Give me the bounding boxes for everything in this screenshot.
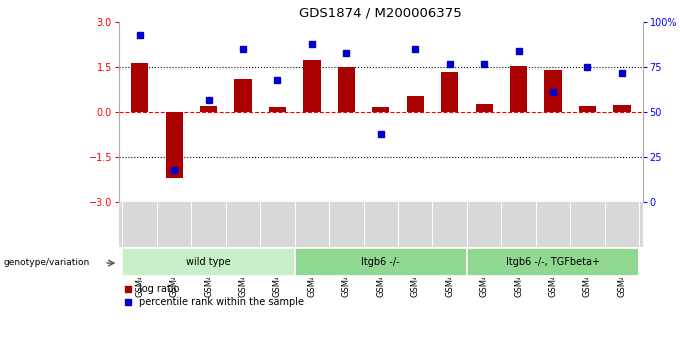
Title: GDS1874 / M200006375: GDS1874 / M200006375 [299,7,462,20]
Text: Itgb6 -/-, TGFbeta+: Itgb6 -/-, TGFbeta+ [506,257,600,267]
Bar [165,112,183,178]
Bar [613,105,630,112]
Bar [545,70,562,112]
Text: wild type: wild type [186,257,231,267]
Bar [131,63,148,112]
Bar [338,67,355,112]
Bar [303,60,320,112]
Text: genotype/variation: genotype/variation [3,258,90,267]
Legend: log ratio, percentile rank within the sample: log ratio, percentile rank within the sa… [124,284,305,307]
Bar [441,72,458,112]
Bar [510,66,527,112]
Text: Itgb6 -/-: Itgb6 -/- [362,257,400,267]
Bar [579,106,596,112]
Bar [294,248,467,276]
Bar [407,96,424,112]
Bar [200,106,217,112]
Bar [269,107,286,112]
Bar [235,79,252,112]
Bar [372,107,390,112]
Bar [122,248,294,276]
Bar [475,104,493,112]
Bar [467,248,639,276]
